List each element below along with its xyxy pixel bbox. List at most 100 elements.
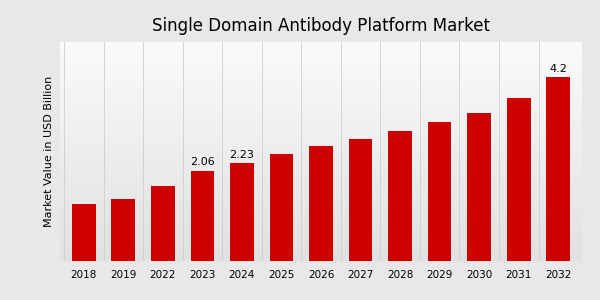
- Bar: [60, 224, 582, 225]
- Bar: [60, 202, 582, 203]
- Bar: [60, 232, 582, 233]
- Bar: [60, 61, 582, 62]
- Bar: [60, 114, 582, 115]
- Bar: [60, 243, 582, 244]
- Bar: [60, 244, 582, 245]
- Bar: [60, 256, 582, 257]
- Bar: [60, 205, 582, 206]
- Bar: [60, 154, 582, 155]
- Bar: [60, 211, 582, 212]
- Bar: [60, 215, 582, 216]
- Bar: [60, 121, 582, 122]
- Bar: [60, 201, 582, 202]
- Bar: [60, 236, 582, 237]
- Bar: [60, 222, 582, 223]
- Bar: [60, 209, 582, 210]
- Text: 2.23: 2.23: [229, 150, 254, 160]
- Bar: [191, 171, 214, 261]
- Bar: [60, 182, 582, 183]
- Bar: [60, 100, 582, 101]
- Bar: [60, 165, 582, 166]
- Bar: [60, 237, 582, 238]
- Bar: [60, 85, 582, 86]
- Bar: [60, 109, 582, 110]
- Bar: [60, 259, 582, 260]
- Bar: [60, 50, 582, 51]
- Bar: [60, 76, 582, 77]
- Bar: [60, 54, 582, 55]
- Bar: [60, 84, 582, 85]
- Bar: [60, 126, 582, 127]
- Bar: [60, 199, 582, 200]
- Bar: [60, 234, 582, 235]
- Bar: [349, 139, 373, 261]
- Bar: [60, 177, 582, 178]
- Bar: [60, 150, 582, 151]
- Bar: [60, 59, 582, 60]
- Bar: [60, 228, 582, 229]
- Bar: [230, 163, 254, 261]
- Bar: [60, 69, 582, 70]
- Bar: [60, 164, 582, 165]
- Bar: [60, 124, 582, 125]
- Bar: [60, 149, 582, 150]
- Bar: [60, 127, 582, 128]
- Bar: [60, 123, 582, 124]
- Bar: [60, 140, 582, 141]
- Bar: [428, 122, 451, 261]
- Bar: [60, 155, 582, 156]
- Bar: [60, 88, 582, 89]
- Bar: [60, 186, 582, 187]
- Bar: [72, 204, 95, 261]
- Bar: [60, 173, 582, 174]
- Bar: [60, 55, 582, 56]
- Bar: [60, 105, 582, 106]
- Bar: [60, 86, 582, 87]
- Bar: [60, 120, 582, 121]
- Bar: [60, 103, 582, 104]
- Bar: [60, 198, 582, 199]
- Bar: [60, 258, 582, 259]
- Bar: [60, 161, 582, 162]
- Bar: [60, 238, 582, 239]
- Bar: [60, 241, 582, 242]
- Bar: [60, 225, 582, 226]
- Bar: [60, 246, 582, 247]
- Bar: [60, 110, 582, 111]
- Bar: [60, 134, 582, 135]
- Bar: [60, 190, 582, 191]
- Bar: [60, 169, 582, 170]
- Bar: [60, 255, 582, 256]
- Bar: [60, 100, 582, 101]
- Bar: [60, 200, 582, 201]
- Bar: [60, 231, 582, 232]
- Bar: [60, 172, 582, 173]
- Bar: [60, 194, 582, 195]
- Title: Single Domain Antibody Platform Market: Single Domain Antibody Platform Market: [152, 17, 490, 35]
- Bar: [60, 145, 582, 146]
- Bar: [60, 184, 582, 185]
- Bar: [60, 188, 582, 189]
- Bar: [388, 131, 412, 261]
- Bar: [60, 146, 582, 147]
- Bar: [60, 46, 582, 47]
- Bar: [60, 107, 582, 108]
- Bar: [60, 233, 582, 234]
- Bar: [60, 108, 582, 109]
- Bar: [60, 113, 582, 114]
- Bar: [60, 82, 582, 83]
- Bar: [60, 48, 582, 49]
- Bar: [60, 80, 582, 81]
- Bar: [60, 252, 582, 253]
- Bar: [60, 78, 582, 79]
- Bar: [60, 71, 582, 72]
- Bar: [60, 116, 582, 117]
- Bar: [60, 142, 582, 143]
- Bar: [60, 74, 582, 75]
- Bar: [60, 131, 582, 132]
- Bar: [60, 49, 582, 50]
- Bar: [547, 77, 570, 261]
- Bar: [60, 95, 582, 96]
- Bar: [60, 58, 582, 59]
- Bar: [60, 240, 582, 241]
